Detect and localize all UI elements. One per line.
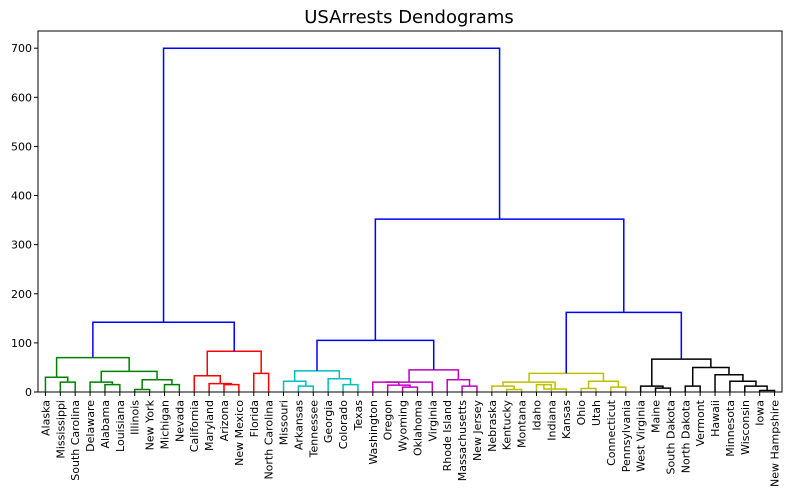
- dendrogram-link: [253, 372, 270, 392]
- dendrogram-link: [372, 381, 400, 392]
- leaf-label: New Jersey: [471, 400, 484, 462]
- leaf-label: Alaska: [39, 400, 52, 436]
- dendrogram-link: [610, 386, 627, 392]
- dendrogram-link: [223, 383, 240, 392]
- dendrogram-link: [386, 384, 411, 392]
- y-tick-label: 100: [11, 337, 32, 350]
- leaf-label: Nebraska: [486, 400, 499, 452]
- y-tick-label: 200: [11, 288, 32, 301]
- leaf-label: Maryland: [203, 400, 216, 451]
- y-tick-label: 400: [11, 190, 32, 203]
- leaf-label: Vermont: [694, 399, 707, 446]
- dendrogram-link: [684, 385, 701, 392]
- y-tick-label: 500: [11, 140, 32, 153]
- leaf-label: Utah: [590, 400, 603, 426]
- leaf-label: Minnesota: [724, 400, 737, 457]
- y-tick-label: 600: [11, 91, 32, 104]
- leaf-label: Texas: [352, 400, 365, 432]
- leaf-label: Pennsylvania: [620, 400, 633, 472]
- leaf-label: Rhode Island: [441, 400, 454, 471]
- leaf-label: Montana: [516, 400, 529, 448]
- leaf-label: New York: [144, 399, 157, 450]
- dendrogram-link: [297, 385, 315, 392]
- y-tick-label: 700: [11, 42, 32, 55]
- leaf-label: Virginia: [426, 400, 439, 441]
- dendrogram-link: [59, 381, 76, 392]
- dendrogram-link: [639, 385, 664, 392]
- leaf-label: Wisconsin: [739, 400, 752, 455]
- leaf-label: Ohio: [575, 400, 588, 426]
- y-tick-label: 0: [25, 386, 32, 399]
- leaf-label: Kansas: [560, 400, 573, 439]
- dendrogram-link: [374, 218, 625, 341]
- dendrogram-link: [206, 350, 262, 376]
- plot-frame: [37, 30, 783, 393]
- dendrogram-link: [104, 383, 121, 392]
- dendrogram-link: [651, 358, 712, 387]
- leaf-label: Indiana: [545, 400, 558, 441]
- leaf-label: Oregon: [382, 400, 395, 440]
- y-axis: 0 100 200 300 400 500 600 700: [11, 42, 38, 399]
- leaf-label: South Dakota: [664, 400, 677, 474]
- dendrogram-link: [293, 370, 341, 382]
- leaf-label: Wyoming: [397, 400, 410, 452]
- y-tick-label: 300: [11, 239, 32, 252]
- dendrogram-link: [580, 387, 597, 392]
- leaf-label: Kentucky: [501, 400, 514, 451]
- dendrogram-link: [342, 383, 359, 392]
- leaf-label: New Hampshire: [769, 400, 782, 487]
- dendrogram-link: [714, 374, 744, 392]
- dendrogram-link: [89, 381, 114, 392]
- leaf-label: Missouri: [278, 400, 291, 445]
- dendrogram-link: [163, 383, 181, 392]
- dendrogram-link: [461, 385, 478, 392]
- dendrogram-link: [401, 386, 419, 392]
- leaf-label: Georgia: [322, 400, 335, 443]
- leaf-label: Louisiana: [114, 400, 127, 452]
- leaf-label: Nevada: [173, 400, 186, 442]
- leaf-label: Colorado: [337, 400, 350, 449]
- leaf-label: Mississippi: [54, 400, 67, 459]
- leaf-label: Tennessee: [307, 400, 320, 459]
- dendrogram-links: [44, 47, 776, 392]
- chart-title: USArrests Dendograms: [304, 7, 514, 28]
- leaf-label: West Virginia: [635, 400, 648, 472]
- leaf-label: Connecticut: [605, 399, 618, 466]
- x-axis: Alaska Mississippi South Carolina Delaware A…: [39, 392, 782, 487]
- leaf-label: Delaware: [84, 400, 97, 452]
- dendrogram-link: [162, 47, 501, 323]
- leaf-label: California: [188, 400, 201, 452]
- leaf-label: Oklahoma: [411, 400, 424, 456]
- leaf-label: North Dakota: [679, 400, 692, 473]
- leaf-label: Michigan: [158, 400, 171, 449]
- leaf-label: Florida: [248, 400, 261, 437]
- leaf-label: Illinois: [129, 400, 142, 435]
- leaf-label: Arizona: [218, 400, 231, 441]
- dendrogram-link: [565, 311, 683, 374]
- leaf-label: New Mexico: [233, 400, 246, 466]
- dendrogram-link: [385, 381, 434, 392]
- leaf-label: Washington: [367, 400, 380, 465]
- dendrogram-link: [55, 356, 130, 378]
- leaf-label: Maine: [650, 400, 663, 433]
- leaf-label: Idaho: [530, 400, 543, 431]
- leaf-label: Arkansas: [292, 400, 305, 450]
- dendrogram-link: [654, 387, 672, 392]
- dendrogram-link: [92, 321, 235, 358]
- leaf-label: Massachusetts: [456, 400, 469, 482]
- leaf-label: Hawaii: [709, 400, 722, 437]
- leaf-label: North Carolina: [263, 400, 276, 480]
- dendrogram-link: [691, 366, 730, 387]
- leaf-label: Alabama: [99, 400, 112, 449]
- leaf-label: Iowa: [754, 400, 767, 426]
- leaf-label: South Carolina: [69, 400, 82, 481]
- dendrogram-link: [100, 370, 158, 383]
- dendrogram-link: [44, 376, 69, 392]
- dendrogram-link: [316, 339, 435, 371]
